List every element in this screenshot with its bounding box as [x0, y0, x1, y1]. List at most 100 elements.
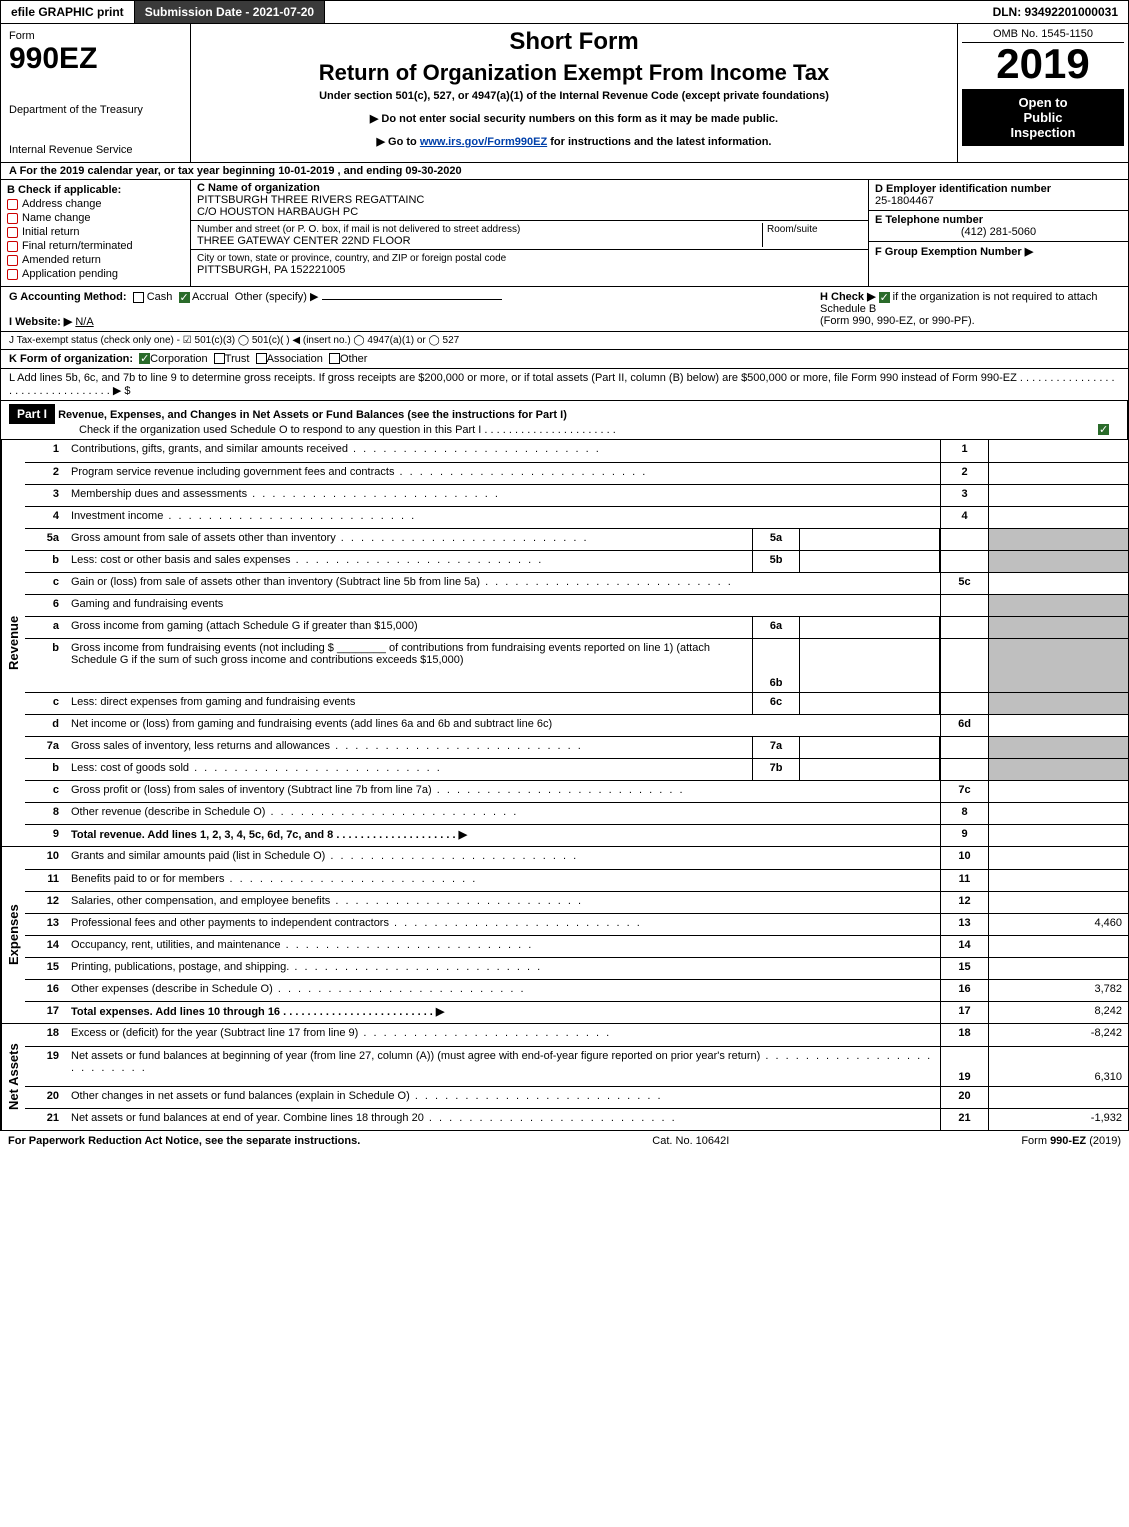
ld: Occupancy, rent, utilities, and maintena…: [65, 936, 940, 957]
ld: Net assets or fund balances at end of ye…: [65, 1109, 940, 1130]
lv: [988, 573, 1128, 594]
ld: Other changes in net assets or fund bala…: [65, 1087, 940, 1108]
lrn: [940, 693, 988, 714]
chk-amended-return[interactable]: Amended return: [7, 254, 184, 266]
chk-final-return[interactable]: Final return/terminated: [7, 240, 184, 252]
line-19: 19Net assets or fund balances at beginni…: [25, 1046, 1128, 1086]
lv: [988, 440, 1128, 462]
lm: 7a: [752, 737, 800, 758]
lrn: 1: [940, 440, 988, 462]
chk-corp[interactable]: [139, 353, 150, 364]
efile-print-button[interactable]: efile GRAPHIC print: [1, 1, 135, 23]
lrn: 11: [940, 870, 988, 891]
city-label: City or town, state or province, country…: [197, 253, 506, 264]
chk-h[interactable]: [879, 292, 890, 303]
lmv: [800, 693, 940, 714]
line-3: 3Membership dues and assessments3: [25, 484, 1128, 506]
chk-schedule-o[interactable]: [1098, 424, 1109, 435]
topbar: efile GRAPHIC print Submission Date - 20…: [0, 0, 1129, 24]
chk-trust[interactable]: [214, 353, 225, 364]
submission-date-button[interactable]: Submission Date - 2021-07-20: [135, 1, 325, 23]
chk-initial-return[interactable]: Initial return: [7, 226, 184, 238]
lv: [988, 617, 1128, 638]
lv: [988, 463, 1128, 484]
ld: Investment income: [65, 507, 940, 528]
line-14: 14Occupancy, rent, utilities, and mainte…: [25, 935, 1128, 957]
lv: [988, 870, 1128, 891]
lrn: 7c: [940, 781, 988, 802]
line-16: 16Other expenses (describe in Schedule O…: [25, 979, 1128, 1001]
ln: 17: [25, 1002, 65, 1023]
lrn: 21: [940, 1109, 988, 1130]
line-7c: cGross profit or (loss) from sales of in…: [25, 780, 1128, 802]
c-name-label: C Name of organization: [197, 182, 320, 194]
ld: Other revenue (describe in Schedule O): [65, 803, 940, 824]
lrn: 18: [940, 1024, 988, 1046]
line-5b: bLess: cost or other basis and sales exp…: [25, 550, 1128, 572]
lrn: 16: [940, 980, 988, 1001]
chk-label: Initial return: [22, 226, 79, 238]
chk-address-change[interactable]: Address change: [7, 198, 184, 210]
chk-application-pending[interactable]: Application pending: [7, 268, 184, 280]
ld: Other expenses (describe in Schedule O): [65, 980, 940, 1001]
h-label: H Check ▶: [820, 291, 876, 303]
lv: [988, 529, 1128, 550]
lrn: 13: [940, 914, 988, 935]
ld: Printing, publications, postage, and shi…: [65, 958, 940, 979]
subtitle: Under section 501(c), 527, or 4947(a)(1)…: [199, 90, 949, 102]
ld: Salaries, other compensation, and employ…: [65, 892, 940, 913]
lv: 8,242: [988, 1002, 1128, 1023]
tax-year: 2019: [962, 43, 1124, 85]
instructions-note: ▶ Go to www.irs.gov/Form990EZ for instru…: [199, 135, 949, 148]
lv: 3,782: [988, 980, 1128, 1001]
revenue-section: Revenue 1Contributions, gifts, grants, a…: [0, 440, 1129, 847]
line-18: 18Excess or (deficit) for the year (Subt…: [25, 1024, 1128, 1046]
chk-name-change[interactable]: Name change: [7, 212, 184, 224]
l-text: L Add lines 5b, 6c, and 7b to line 9 to …: [9, 372, 1120, 397]
form-number: 990EZ: [9, 42, 182, 76]
lrn: [940, 639, 988, 692]
ln: 19: [25, 1047, 65, 1086]
ld: Gross profit or (loss) from sales of inv…: [65, 781, 940, 802]
h-text3: (Form 990, 990-EZ, or 990-PF).: [820, 315, 975, 327]
ln: 6: [25, 595, 65, 616]
irs-link[interactable]: www.irs.gov/Form990EZ: [420, 136, 547, 148]
side-net-assets: Net Assets: [1, 1024, 25, 1130]
ln: 20: [25, 1087, 65, 1108]
lv: -1,932: [988, 1109, 1128, 1130]
chk-assoc[interactable]: [256, 353, 267, 364]
lmv: [800, 529, 940, 550]
d-label: D Employer identification number: [875, 183, 1051, 195]
lrn: 3: [940, 485, 988, 506]
dept-irs: Internal Revenue Service: [9, 144, 182, 156]
line-2: 2Program service revenue including gover…: [25, 462, 1128, 484]
lm: 5b: [752, 551, 800, 572]
ld: Gross income from gaming (attach Schedul…: [65, 617, 752, 638]
chk-other[interactable]: [329, 353, 340, 364]
lv: -8,242: [988, 1024, 1128, 1046]
line-17: 17Total expenses. Add lines 10 through 1…: [25, 1001, 1128, 1023]
ln: 3: [25, 485, 65, 506]
lm: 6b: [752, 639, 800, 692]
part-i-badge: Part I: [9, 404, 55, 424]
net-assets-section: Net Assets 18Excess or (deficit) for the…: [0, 1024, 1129, 1131]
ld: Membership dues and assessments: [65, 485, 940, 506]
lmv: [800, 759, 940, 780]
lrn: [940, 737, 988, 758]
lrn: [940, 595, 988, 616]
line-15: 15Printing, publications, postage, and s…: [25, 957, 1128, 979]
line-6: 6Gaming and fundraising events: [25, 594, 1128, 616]
dln-label: DLN: 93492201000031: [983, 1, 1128, 23]
box-b-header: B Check if applicable:: [7, 184, 184, 196]
lmv: [800, 639, 940, 692]
lmv: [800, 551, 940, 572]
chk-accrual[interactable]: [179, 292, 190, 303]
lrn: 15: [940, 958, 988, 979]
phone-value: (412) 281-5060: [875, 226, 1122, 238]
line-j: J Tax-exempt status (check only one) - ☑…: [0, 332, 1129, 350]
ln: c: [25, 781, 65, 802]
line-l: L Add lines 5b, 6c, and 7b to line 9 to …: [0, 369, 1129, 401]
ln: b: [25, 551, 65, 572]
chk-cash[interactable]: [133, 292, 144, 303]
k-other: Other: [340, 353, 368, 365]
